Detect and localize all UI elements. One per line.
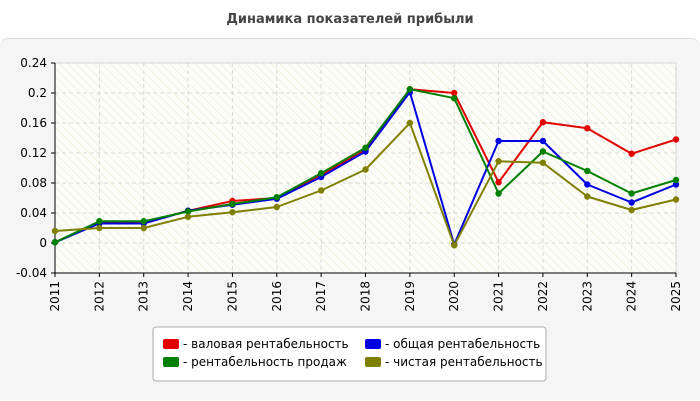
data-point bbox=[362, 166, 369, 173]
data-point bbox=[317, 170, 325, 177]
data-point bbox=[406, 119, 414, 127]
data-point bbox=[229, 200, 236, 208]
y-tick-label: 0.04 bbox=[20, 206, 47, 220]
data-point bbox=[495, 137, 502, 145]
data-point bbox=[273, 194, 280, 201]
data-point bbox=[140, 218, 147, 225]
data-point bbox=[96, 224, 103, 232]
legend-label: - валовая рентабельность bbox=[183, 337, 349, 351]
x-tick-label: 2024 bbox=[625, 281, 639, 312]
x-tick-label: 2022 bbox=[536, 281, 550, 312]
data-point bbox=[672, 181, 680, 188]
legend-item: - общая рентабельность bbox=[365, 337, 540, 351]
legend-box bbox=[152, 326, 547, 382]
line-chart: -0.04 0 0.04 0.08 0.12 0.16 0.2 0.24 2011 2012 201… bbox=[16, 56, 683, 382]
series-group bbox=[51, 86, 680, 246]
legend-label: - чистая рентабельность bbox=[385, 355, 543, 369]
data-point bbox=[51, 227, 59, 235]
data-point bbox=[672, 136, 680, 143]
y-tick-label: 0.2 bbox=[28, 86, 47, 100]
legend: - валовая рентабельность - общая рентабел… bbox=[152, 326, 547, 382]
data-point bbox=[96, 218, 103, 225]
data-point bbox=[672, 176, 680, 184]
x-tick-label: 2013 bbox=[137, 281, 151, 312]
data-point bbox=[184, 213, 192, 220]
data-point bbox=[273, 203, 280, 211]
data-point bbox=[495, 158, 502, 165]
data-point bbox=[628, 199, 635, 206]
data-point bbox=[539, 159, 547, 166]
legend-swatch bbox=[365, 357, 381, 367]
chart-frame: -0.04 0 0.04 0.08 0.12 0.16 0.2 0.24 2011 2012 201… bbox=[0, 38, 700, 400]
x-tick-label: 2012 bbox=[92, 281, 106, 312]
data-point bbox=[628, 190, 635, 197]
y-tick-label: 0.12 bbox=[20, 146, 47, 160]
x-tick-label: 2017 bbox=[314, 281, 328, 312]
data-point bbox=[495, 179, 502, 186]
data-point bbox=[495, 190, 502, 197]
data-point bbox=[451, 89, 458, 97]
legend-label: - общая рентабельность bbox=[385, 337, 540, 351]
data-point bbox=[584, 167, 591, 175]
legend-swatch bbox=[163, 357, 179, 367]
series-group bbox=[51, 119, 680, 249]
x-tick-label: 2014 bbox=[181, 281, 195, 312]
x-tick-label: 2025 bbox=[669, 281, 683, 312]
data-point bbox=[140, 224, 147, 232]
data-point bbox=[451, 242, 458, 249]
y-tick-label: 0 bbox=[39, 236, 47, 250]
y-tick-label: 0.24 bbox=[20, 56, 47, 70]
data-point bbox=[184, 208, 192, 215]
x-tick-label: 2019 bbox=[403, 281, 417, 312]
data-point bbox=[539, 148, 547, 155]
legend-item: - чистая рентабельность bbox=[365, 355, 543, 369]
x-tick-label: 2011 bbox=[48, 281, 62, 312]
data-point bbox=[229, 209, 236, 216]
data-point bbox=[317, 187, 325, 194]
legend-item: - валовая рентабельность bbox=[163, 337, 349, 351]
x-tick-label: 2021 bbox=[492, 281, 506, 312]
data-point bbox=[539, 119, 547, 126]
y-tick-label: 0.16 bbox=[20, 116, 47, 130]
series-layer bbox=[51, 86, 680, 249]
x-tick-label: 2020 bbox=[447, 281, 461, 312]
data-point bbox=[539, 137, 547, 145]
legend-swatch bbox=[365, 339, 381, 349]
x-tick-label: 2016 bbox=[270, 281, 284, 312]
x-tick-label: 2018 bbox=[359, 281, 373, 312]
data-point bbox=[51, 239, 59, 246]
chart-title: Динамика показателей прибыли bbox=[226, 12, 474, 27]
data-point bbox=[584, 125, 591, 132]
data-point bbox=[584, 181, 591, 188]
legend-label: - рентабельность продаж bbox=[183, 355, 347, 369]
legend-item: - рентабельность продаж bbox=[163, 355, 347, 369]
data-point bbox=[628, 206, 635, 214]
y-tick-label: -0.04 bbox=[16, 266, 47, 280]
data-point bbox=[672, 196, 680, 203]
data-point bbox=[406, 86, 414, 93]
data-point bbox=[628, 150, 635, 157]
data-point bbox=[451, 95, 458, 102]
x-tick-label: 2023 bbox=[580, 281, 594, 312]
x-tick-label: 2015 bbox=[225, 281, 239, 312]
y-tick-label: 0.08 bbox=[20, 176, 47, 190]
axes: -0.04 0 0.04 0.08 0.12 0.16 0.2 0.24 2011 2012 201… bbox=[16, 56, 683, 312]
data-point bbox=[584, 193, 591, 200]
legend-swatch bbox=[163, 339, 179, 349]
data-point bbox=[362, 144, 369, 151]
